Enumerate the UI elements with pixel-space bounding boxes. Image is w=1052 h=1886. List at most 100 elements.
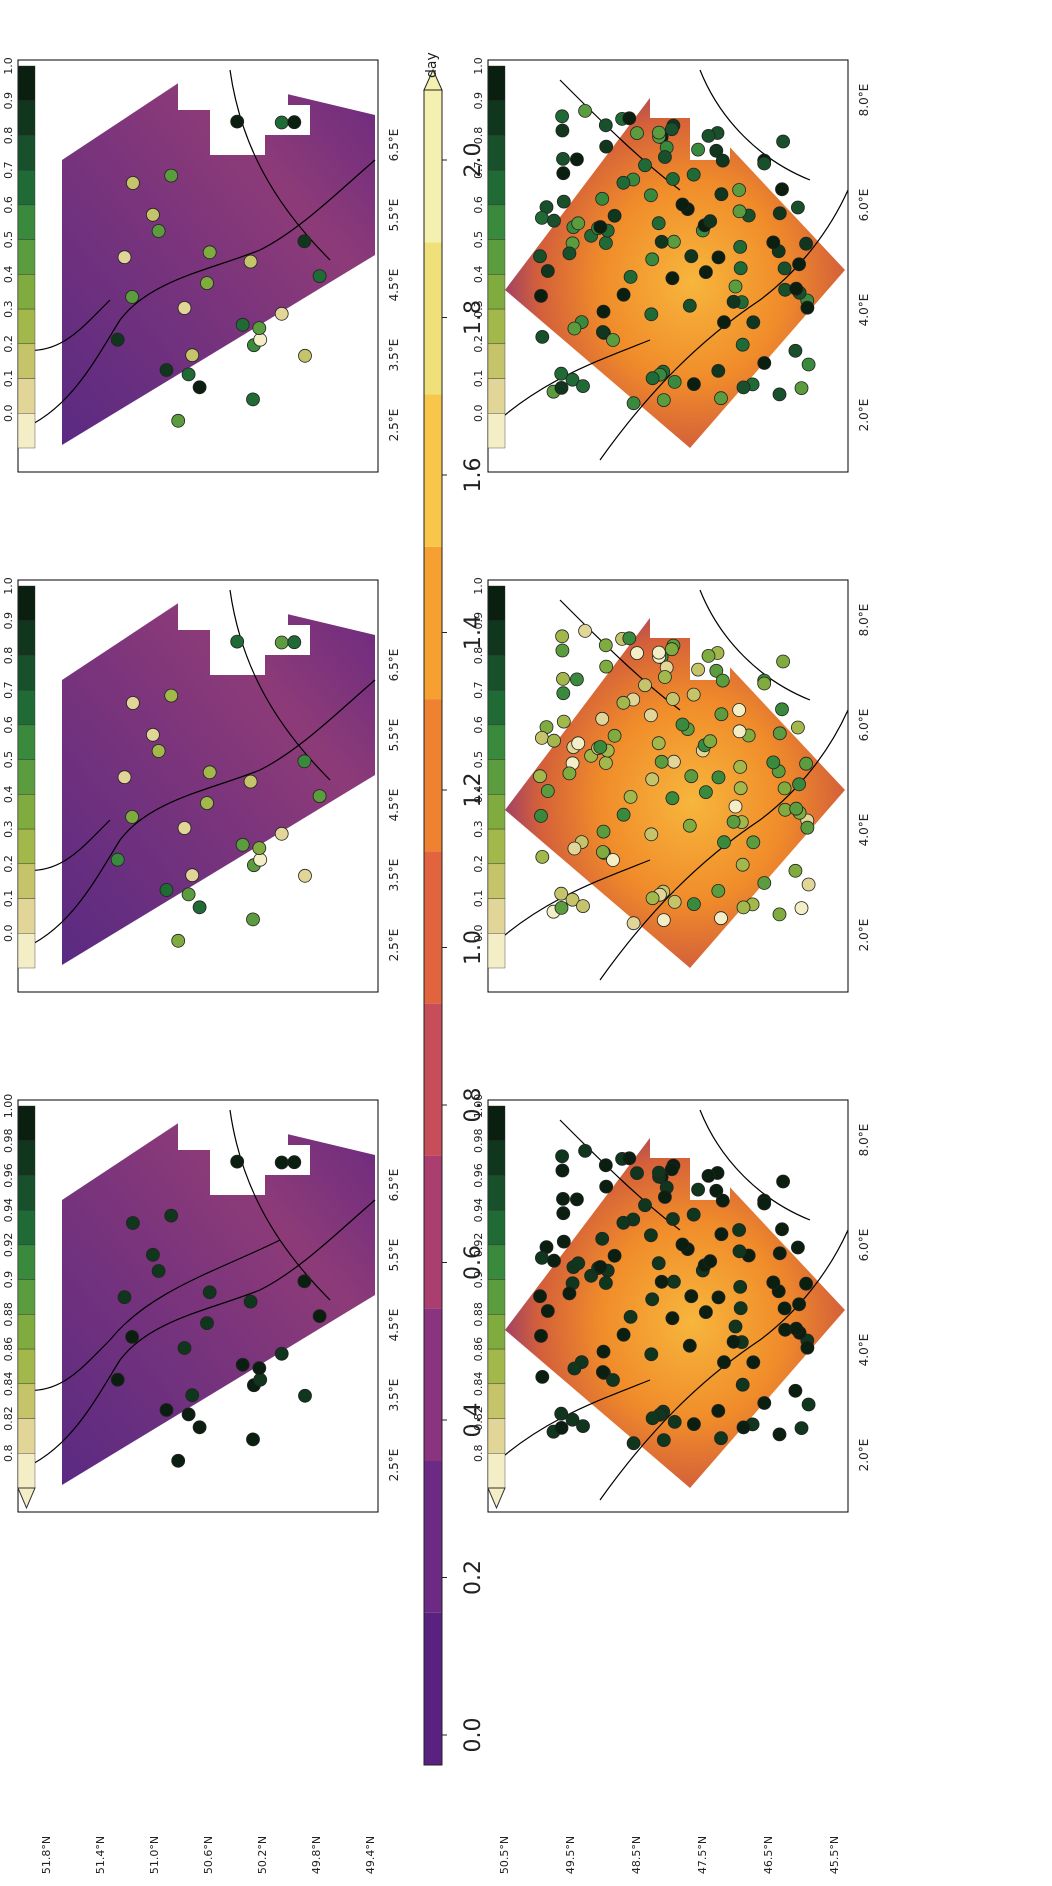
station-marker	[776, 134, 790, 149]
lon-tick-label: 2.0°E	[857, 1439, 871, 1472]
panel-colorbar-tick-label: 0.4	[2, 266, 15, 284]
panel-colorbar-tick-label: 0.6	[472, 196, 485, 214]
lon-tick-label: 3.5°E	[387, 859, 401, 892]
station-marker	[652, 645, 666, 660]
station-marker	[164, 1208, 179, 1223]
station-marker	[554, 366, 569, 381]
station-marker	[562, 766, 577, 781]
lat-tick-label: 49.4°N	[364, 1836, 377, 1874]
panel-colorbar-segment	[487, 933, 506, 969]
station-marker	[595, 711, 610, 726]
panel-colorbar-segment	[487, 759, 506, 795]
station-marker	[599, 139, 614, 154]
station-marker	[732, 724, 747, 739]
station-marker	[567, 321, 582, 336]
station-marker	[791, 720, 805, 735]
station-marker	[709, 663, 724, 678]
station-marker	[125, 696, 140, 710]
station-marker	[599, 756, 613, 770]
station-marker	[732, 1223, 746, 1237]
panel-colorbar-tick-label: 0.1	[2, 890, 15, 908]
colorbar-tick-label: 1.2	[461, 773, 486, 808]
panel-colorbar-segment	[487, 1175, 506, 1211]
station-marker	[571, 216, 586, 231]
lat-tick-label: 51.4°N	[94, 1836, 107, 1874]
lon-tick-label: 6.5°E	[387, 1169, 401, 1202]
shared-colorbar: 0.0 0.2 0.4 0.6 0.8 1.0 1.2 1.4 1.6 1.8 2.0	[423, 68, 486, 1766]
station-marker	[596, 304, 611, 319]
panel-colorbar-tick-label: 0.7	[2, 681, 15, 699]
station-marker	[287, 1155, 302, 1170]
station-marker	[776, 1174, 790, 1189]
station-marker	[181, 1407, 196, 1422]
station-marker	[177, 301, 192, 315]
colorbar-segment	[424, 242, 442, 395]
station-marker	[645, 1292, 660, 1307]
station-marker	[684, 769, 699, 784]
station-marker	[606, 333, 620, 347]
station-marker	[644, 188, 658, 203]
colorbar-segment	[424, 699, 442, 852]
station-marker	[711, 1404, 726, 1418]
panel-colorbar-tick-label: 0.4	[472, 266, 485, 284]
station-marker	[703, 1254, 718, 1269]
station-marker	[701, 128, 716, 143]
station-marker	[799, 756, 813, 771]
station-marker	[556, 1206, 571, 1221]
station-marker	[703, 734, 718, 749]
station-marker	[287, 635, 302, 650]
bottom-row-lon-ticks: 2.0°E 4.0°E 6.0°E 8.0°E 2.0°E 4.0°E 6.0°E 8.0°E…	[857, 84, 871, 1472]
panel-colorbar: 1.00 0.98 0.96 0.94 0.92 0.9 0.88 0.86 0.84 0.82 0…	[472, 1094, 506, 1510]
station-marker	[171, 933, 186, 948]
station-marker	[578, 1144, 592, 1158]
lon-tick-label: 4.0°E	[857, 814, 871, 847]
panel-colorbar-segment	[17, 1383, 36, 1419]
station-marker	[616, 287, 631, 302]
lon-tick-label: 5.5°E	[387, 1239, 401, 1272]
station-marker	[757, 1196, 772, 1211]
station-marker	[230, 1154, 245, 1169]
station-marker	[622, 631, 637, 646]
station-marker	[777, 261, 792, 276]
station-marker	[554, 886, 569, 901]
station-marker	[666, 172, 680, 186]
panel-colorbar-segment	[17, 1453, 36, 1489]
lon-tick-label: 4.5°E	[387, 1309, 401, 1342]
station-marker	[699, 265, 713, 280]
station-marker	[151, 1264, 166, 1278]
station-marker	[801, 877, 816, 892]
station-marker	[599, 236, 613, 250]
station-marker	[274, 826, 289, 841]
station-marker	[235, 317, 250, 332]
station-marker	[732, 703, 746, 717]
station-marker	[665, 791, 680, 806]
station-marker	[792, 777, 806, 792]
station-marker	[735, 857, 750, 872]
lat-tick-label: 50.2°N	[256, 1836, 269, 1874]
panel-colorbar-segment	[487, 1418, 506, 1454]
station-marker	[555, 629, 569, 644]
panel-top-left: 1.00 0.98 0.96 0.94 0.92 0.9 0.88 0.86 0.84 0.82 0…	[2, 1094, 379, 1513]
station-marker	[686, 1207, 701, 1222]
panel-colorbar-segment	[17, 1209, 36, 1246]
station-marker	[726, 1334, 741, 1349]
station-marker	[593, 1260, 608, 1274]
station-marker	[298, 1388, 312, 1403]
station-marker	[570, 152, 584, 167]
station-marker	[596, 1344, 611, 1359]
station-marker	[789, 1321, 804, 1336]
station-marker	[711, 1290, 726, 1305]
station-marker	[644, 1228, 658, 1243]
station-marker	[565, 892, 580, 907]
panel-colorbar-tick-label: 0.7	[2, 161, 15, 179]
station-marker	[691, 142, 705, 157]
panel-colorbar-segment	[17, 413, 36, 449]
station-marker	[312, 789, 327, 803]
panel-colorbar-segment	[17, 378, 36, 414]
station-marker	[733, 239, 748, 254]
station-marker	[535, 210, 549, 225]
panel-colorbar-segment	[487, 585, 506, 621]
station-markers	[110, 114, 327, 428]
station-marker	[732, 1244, 747, 1259]
